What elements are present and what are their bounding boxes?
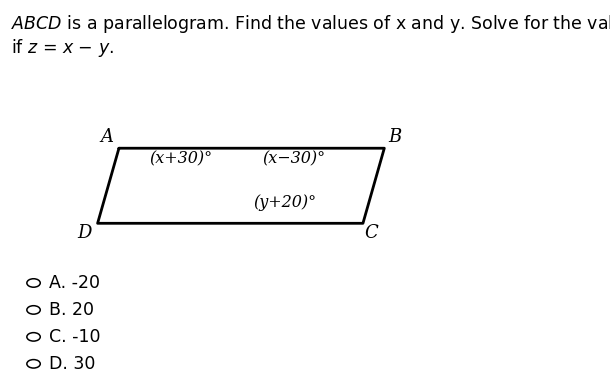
Text: C: C <box>364 224 378 242</box>
Text: $\mathit{ABCD}$ is a parallelogram. Find the values of x and y. Solve for the va: $\mathit{ABCD}$ is a parallelogram. Find… <box>11 13 610 35</box>
Text: (x−30)°: (x−30)° <box>262 150 325 167</box>
Text: C. -10: C. -10 <box>49 328 101 346</box>
Text: B. 20: B. 20 <box>49 301 95 319</box>
Text: D. 30: D. 30 <box>49 355 96 373</box>
Text: A. -20: A. -20 <box>49 274 101 292</box>
Text: (x+30)°: (x+30)° <box>149 150 212 167</box>
Text: (y+20)°: (y+20)° <box>253 194 316 211</box>
Text: D: D <box>77 224 92 242</box>
Text: if $\mathit{z}$ = $\mathit{x}$ − $\mathit{y}$.: if $\mathit{z}$ = $\mathit{x}$ − $\mathi… <box>11 37 114 59</box>
Text: B: B <box>389 128 402 146</box>
Text: A: A <box>100 128 113 146</box>
